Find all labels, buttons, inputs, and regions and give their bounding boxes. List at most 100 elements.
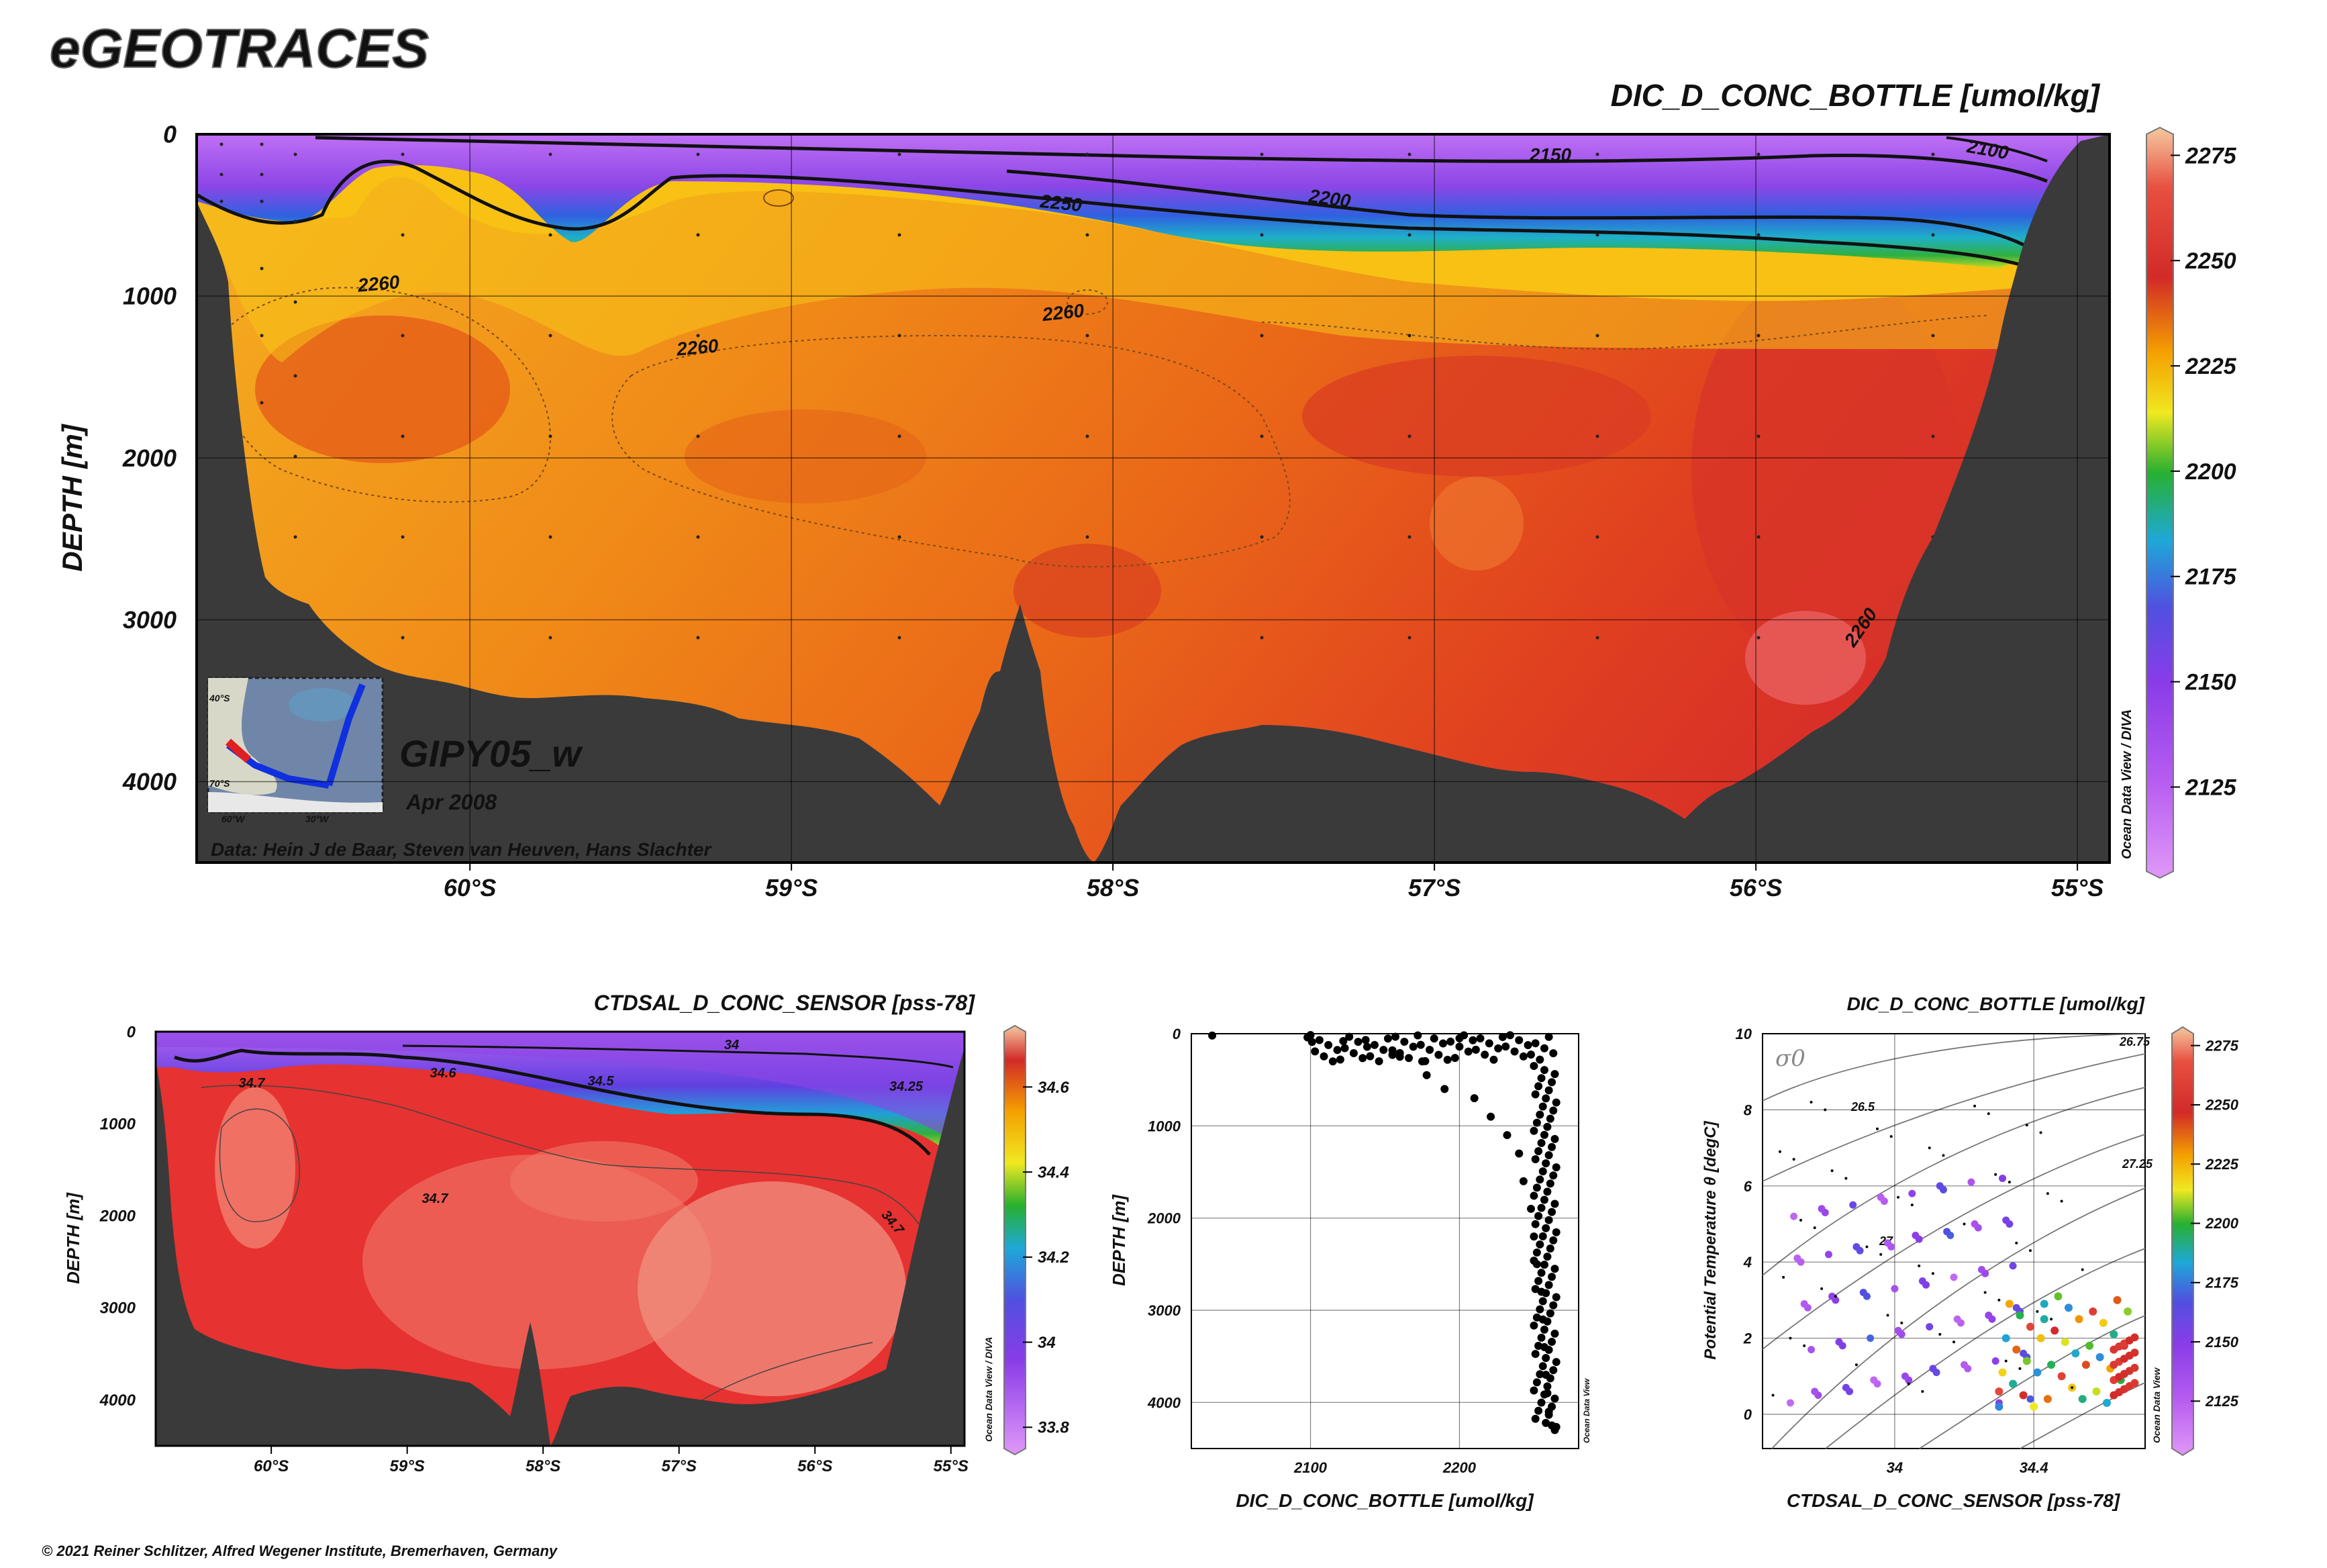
profile-point bbox=[1358, 1054, 1367, 1063]
profile-y-label: DEPTH [m] bbox=[1109, 1194, 1129, 1286]
profile-point bbox=[1536, 1055, 1544, 1064]
profile-point bbox=[1534, 1212, 1543, 1220]
profile-point bbox=[1349, 1048, 1358, 1057]
profile-point bbox=[1550, 1134, 1559, 1143]
ts-point bbox=[1908, 1189, 1916, 1197]
ts-point bbox=[1891, 1285, 1899, 1293]
profile-point bbox=[1544, 1216, 1553, 1224]
x-tick-label: 2200 bbox=[1442, 1459, 1477, 1476]
ts-point bbox=[1810, 1101, 1813, 1104]
ts-point bbox=[1808, 1346, 1816, 1354]
ts-point bbox=[1963, 1222, 1966, 1226]
profile-point bbox=[1526, 1050, 1535, 1059]
profile-point bbox=[1537, 1269, 1546, 1277]
footer-copyright: © 2021 Reiner Schlitzer, Alfred Wegener … bbox=[42, 1542, 558, 1559]
profile-point bbox=[1540, 1325, 1548, 1334]
ts-point bbox=[1918, 1264, 1921, 1267]
profile-point bbox=[1543, 1122, 1552, 1131]
profile-point bbox=[1450, 1054, 1459, 1063]
x-tick-label: 59°S bbox=[765, 874, 818, 901]
profile-chart: 2100 2200 0 1000 2000 3000 4000 DIC_D_CONC_BOT… bbox=[1109, 1026, 1591, 1511]
salinity-y-label: DEPTH [m] bbox=[63, 1192, 83, 1284]
contour-label: 2250 bbox=[1038, 191, 1083, 215]
ts-point bbox=[2026, 1322, 2034, 1331]
ts-point bbox=[2002, 1216, 2010, 1224]
profile-point bbox=[1542, 1354, 1550, 1363]
profile-point bbox=[1434, 1050, 1443, 1059]
ts-point bbox=[2016, 1311, 2024, 1320]
profile-point bbox=[1422, 1071, 1431, 1079]
ts-point bbox=[2012, 1345, 2021, 1354]
isopycnal bbox=[2020, 1382, 2146, 1449]
main-colorbar: 2275 2250 2225 2200 2175 2150 2125 bbox=[2146, 126, 2237, 879]
ts-point bbox=[2029, 1249, 2032, 1253]
profile-point bbox=[1549, 1049, 1558, 1058]
ts-point bbox=[2085, 1341, 2094, 1350]
ts-point bbox=[2124, 1307, 2132, 1316]
profile-point bbox=[1550, 1394, 1559, 1403]
ts-point bbox=[1943, 1228, 1951, 1236]
contour-2200 bbox=[1006, 169, 2048, 262]
profile-point bbox=[1540, 1044, 1548, 1052]
contour-label: 34 bbox=[724, 1038, 739, 1052]
ts-point bbox=[1876, 1127, 1879, 1130]
y-tick-label: 4000 bbox=[1147, 1394, 1181, 1411]
profile-point bbox=[1324, 1040, 1333, 1049]
odv-credit-main: Ocean Data View / DIVA bbox=[2120, 709, 2134, 859]
ts-point bbox=[1961, 1361, 1969, 1369]
ts-point bbox=[1952, 1340, 1955, 1344]
ts-point bbox=[2089, 1307, 2097, 1316]
profile-point bbox=[1336, 1055, 1344, 1064]
contour-2250 bbox=[197, 160, 2048, 276]
ts-point bbox=[2015, 1241, 2018, 1244]
ts-point bbox=[2071, 1386, 2074, 1389]
ts-point bbox=[1967, 1178, 1975, 1186]
profile-point bbox=[1548, 1402, 1556, 1411]
ts-point bbox=[1907, 1382, 1910, 1385]
profile-points bbox=[1208, 1031, 1561, 1434]
ts-point bbox=[2005, 1300, 2014, 1308]
ts-point bbox=[2039, 1131, 2042, 1134]
ts-point bbox=[1929, 1365, 1937, 1373]
ts-plot-frame bbox=[1762, 1033, 2146, 1449]
profile-point bbox=[1540, 1130, 1548, 1139]
y-tick-label: 2 bbox=[1743, 1330, 1752, 1347]
ts-point bbox=[2019, 1391, 2028, 1400]
profile-point bbox=[1315, 1036, 1324, 1044]
colorbar-tick-label: 2275 bbox=[2185, 143, 2237, 168]
profile-point bbox=[1443, 1055, 1452, 1064]
profile-point bbox=[1544, 1281, 1553, 1289]
profile-point bbox=[1530, 1062, 1538, 1071]
main-section-chart: DIC_D_CONC_BOTTLE [umol/kg] bbox=[56, 78, 2237, 901]
y-tick-label: 4 bbox=[1743, 1254, 1752, 1271]
profile-point bbox=[1440, 1085, 1449, 1093]
profile-point bbox=[1549, 1236, 1558, 1244]
profile-point bbox=[1510, 1047, 1519, 1056]
ts-point bbox=[1818, 1205, 1826, 1213]
ts-point bbox=[1973, 1104, 1977, 1108]
inset-lon-label: 30°W bbox=[305, 814, 330, 824]
x-tick-label: 34.4 bbox=[2020, 1459, 2048, 1476]
profile-point bbox=[1538, 1362, 1547, 1371]
x-tick-label: 2100 bbox=[1293, 1459, 1328, 1476]
ts-point bbox=[2071, 1349, 2080, 1358]
profile-point bbox=[1531, 1285, 1540, 1293]
ts-point bbox=[2078, 1395, 2087, 1404]
colorbar-tick-label: 34.2 bbox=[1038, 1248, 1069, 1267]
profile-point bbox=[1550, 1265, 1559, 1273]
ts-points bbox=[1771, 1101, 2139, 1411]
inset-lat-label: 40°S bbox=[209, 693, 230, 703]
profile-point bbox=[1546, 1309, 1554, 1318]
ts-point bbox=[2020, 1349, 2028, 1357]
ts-point bbox=[2130, 1333, 2139, 1342]
profile-point bbox=[1546, 1114, 1554, 1123]
isopycnal-label: 26.75 bbox=[2119, 1035, 2150, 1048]
profile-point bbox=[1548, 1273, 1556, 1281]
isopycnal bbox=[1762, 1033, 2146, 1101]
ts-point bbox=[2099, 1318, 2108, 1327]
y-tick-label: 1000 bbox=[123, 283, 177, 310]
ts-colorbar: 2275 2250 2225 2200 2175 2150 2125 bbox=[2171, 1026, 2239, 1457]
ts-point bbox=[2012, 1304, 2020, 1312]
profile-point bbox=[1549, 1171, 1558, 1180]
